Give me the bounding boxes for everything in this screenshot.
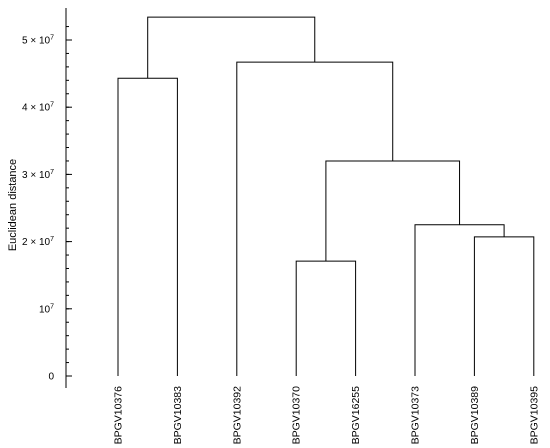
y-tick-label: 4 × 107 [22, 102, 54, 114]
leaf-label: BPGV10370 [291, 386, 303, 445]
dendrogram-link [147, 16, 316, 79]
leaf-label: BPGV10389 [469, 386, 481, 445]
leaf-label: BPGV16255 [350, 386, 362, 445]
y-tick-label: 107 [39, 303, 54, 315]
leaf-label: BPGV10383 [172, 386, 184, 445]
dendrogram-link [325, 160, 461, 262]
dendrogram-link [236, 61, 394, 376]
leaf-label: BPGV10395 [528, 386, 540, 445]
dendrogram-link [414, 224, 505, 376]
dendrogram-link [295, 260, 357, 376]
y-tick-label: 5 × 107 [22, 35, 54, 47]
y-axis [65, 8, 72, 388]
leaf-labels: BPGV10376 BPGV10383 BPGV10392 BPGV10370 BPGV… [113, 386, 541, 445]
dendrogram-links [117, 16, 535, 376]
y-tick-labels: 0 107 2 × 107 3 × 107 4 × 107 5 × 107 [22, 35, 54, 383]
leaf-label: BPGV10376 [113, 386, 125, 445]
y-tick-label: 3 × 107 [22, 169, 54, 181]
leaf-label: BPGV10373 [410, 386, 422, 445]
leaf-label: BPGV10392 [231, 386, 243, 445]
dendrogram-link [117, 77, 178, 376]
y-tick-label: 2 × 107 [22, 236, 54, 248]
y-tick-label: 0 [48, 372, 54, 383]
dendrogram-link [473, 236, 535, 376]
y-axis-label: Euclidean distance [7, 159, 19, 251]
